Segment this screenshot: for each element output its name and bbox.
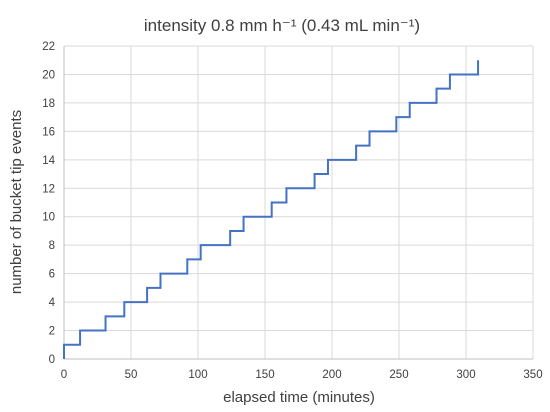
y-tick-label: 4 [49, 297, 56, 309]
x-tick-label: 150 [255, 369, 274, 381]
y-tick-label: 20 [42, 69, 55, 81]
x-tick-label: 50 [125, 369, 138, 381]
y-tick-label: 0 [49, 354, 55, 366]
y-tick-label: 12 [42, 183, 55, 195]
y-tick-label: 16 [42, 126, 55, 138]
x-tick-label: 300 [456, 369, 475, 381]
x-tick-label: 250 [389, 369, 408, 381]
y-tick-label: 8 [49, 240, 55, 252]
y-tick-label: 14 [42, 155, 55, 167]
x-axis-title: elapsed time (minutes) [223, 389, 375, 406]
series [63, 60, 480, 359]
y-tick-label: 22 [42, 41, 55, 53]
axes [63, 46, 533, 360]
x-tick-label: 350 [523, 369, 542, 381]
x-tick-label: 200 [322, 369, 341, 381]
x-tick-label: 0 [61, 369, 67, 381]
x-tick-label: 100 [188, 369, 207, 381]
series-line [63, 60, 480, 359]
grid [64, 45, 534, 359]
chart-title: intensity 0.8 mm h⁻¹ (0.43 mL min⁻¹) [144, 16, 420, 35]
y-tick-label: 18 [42, 98, 55, 110]
y-tick-label: 6 [49, 269, 55, 281]
y-tick-label: 10 [42, 212, 55, 224]
y-axis-title: number of bucket tip events [8, 110, 25, 294]
tick-labels: 0 50 100 150 200 250 300 350 0 2 4 6 8 10 12 14 16 18 20 22 [42, 41, 542, 381]
y-tick-label: 2 [49, 326, 55, 338]
